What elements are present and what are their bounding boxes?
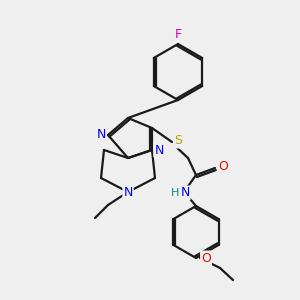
Text: N: N [154,143,164,157]
Text: N: N [123,187,133,200]
Text: N: N [180,187,190,200]
Text: O: O [218,160,228,172]
Text: O: O [201,251,211,265]
Text: N: N [96,128,106,142]
Text: S: S [174,134,182,148]
Text: H: H [171,188,179,198]
Text: F: F [174,28,182,40]
